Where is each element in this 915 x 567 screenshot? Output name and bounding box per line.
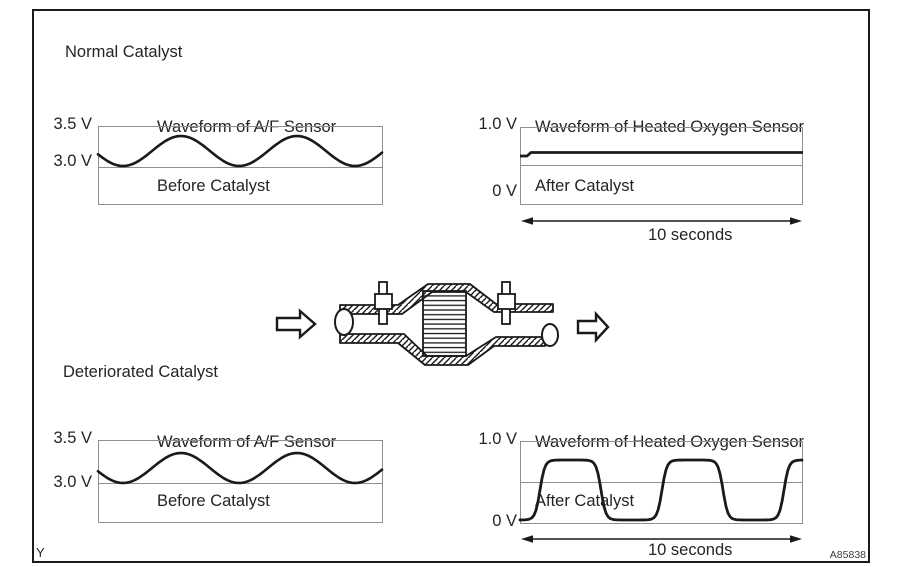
- x-label-10-seconds: 10 seconds: [648, 226, 733, 244]
- normal-catalyst-heading: Normal Catalyst: [65, 43, 183, 61]
- heated-oxygen-sensor-plug: [497, 281, 516, 325]
- x-label-10-seconds: 10 seconds: [648, 541, 733, 559]
- outlet-pipe-opening: [541, 323, 559, 347]
- normal-af-waveform-chart: [96, 126, 384, 205]
- chart-title-line2: After Catalyst: [535, 176, 635, 195]
- page-corner-label: Y: [36, 545, 45, 560]
- af-sine-waveform: [96, 451, 384, 485]
- arrowhead-right-icon: [790, 535, 802, 543]
- y-label-3-0v: 3.0 V: [53, 473, 92, 491]
- normal-o2-waveform-chart: [520, 127, 803, 205]
- y-label-3-5v: 3.5 V: [53, 115, 92, 133]
- deteriorated-o2-waveform-chart: [518, 441, 804, 524]
- o2-square-waveform: [518, 458, 804, 522]
- af-sensor-plug: [374, 281, 393, 325]
- exhaust-flow-in-arrow-icon: [275, 308, 317, 340]
- chart-box: [98, 440, 383, 523]
- o2-flat-waveform: [520, 151, 803, 158]
- arrowhead-right-icon: [790, 217, 802, 225]
- time-span-arrow: [521, 535, 802, 543]
- chart-box: [98, 126, 383, 205]
- arrowhead-left-icon: [521, 217, 533, 225]
- y-label-0v: 0 V: [492, 182, 517, 200]
- chart-title-det-af: Waveform of A/F Sensor Before Catalyst: [157, 394, 336, 550]
- chart-title-line2: Before Catalyst: [157, 176, 270, 195]
- catalytic-converter-illustration: [275, 281, 610, 366]
- y-label-3-0v: 3.0 V: [53, 152, 92, 170]
- time-span-arrow: [521, 217, 802, 225]
- y-label-1-0v: 1.0 V: [478, 115, 517, 133]
- chart-title-line2: Before Catalyst: [157, 491, 270, 510]
- catalyst-substrate: [422, 290, 467, 357]
- af-sine-waveform: [96, 134, 384, 168]
- y-label-3-5v: 3.5 V: [53, 429, 92, 447]
- inlet-pipe-opening: [334, 308, 354, 336]
- figure-code: A85838: [829, 549, 866, 561]
- chart-title-line1: Waveform of A/F Sensor: [157, 433, 337, 451]
- y-label-1-0v: 1.0 V: [478, 430, 517, 448]
- exhaust-flow-out-arrow-icon: [576, 310, 610, 344]
- deteriorated-catalyst-heading: Deteriorated Catalyst: [63, 363, 218, 381]
- y-label-0v: 0 V: [492, 512, 517, 530]
- arrowhead-left-icon: [521, 535, 533, 543]
- deteriorated-af-waveform-chart: [96, 440, 384, 523]
